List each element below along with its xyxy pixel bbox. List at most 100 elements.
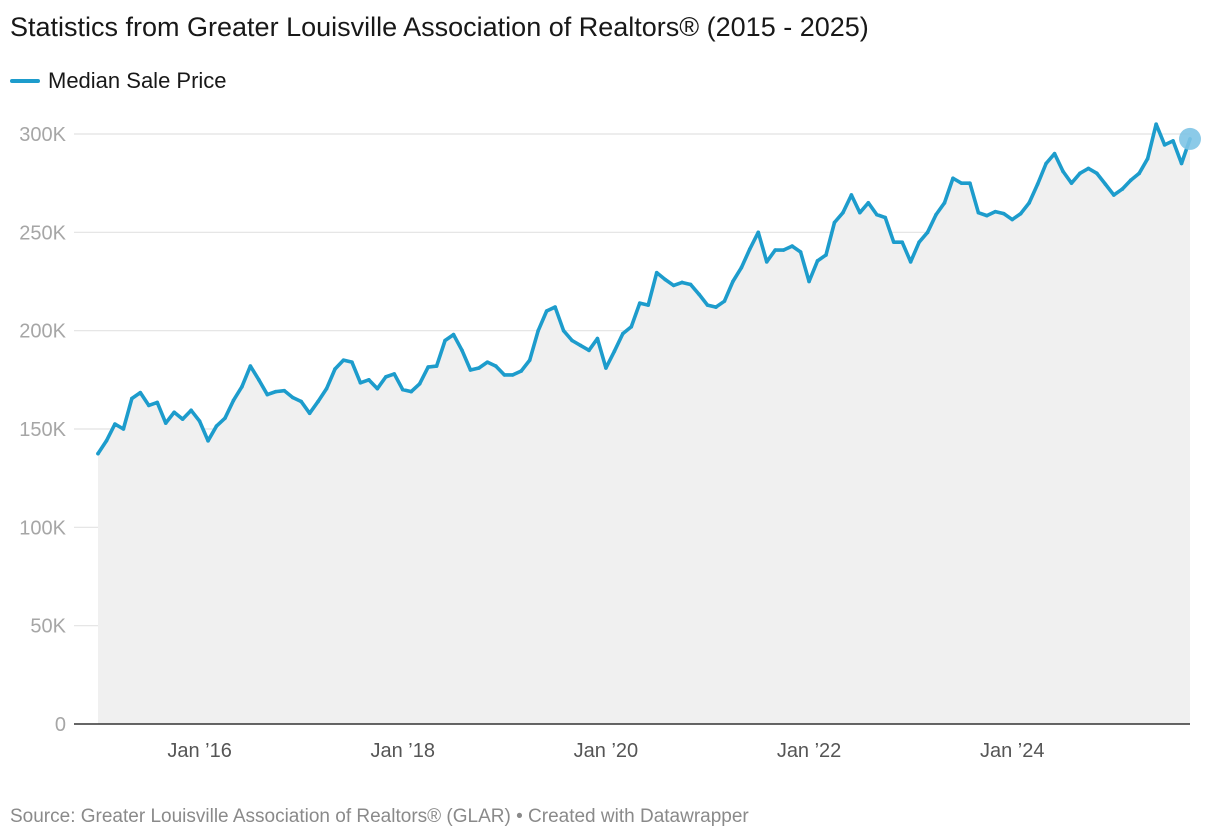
data-point xyxy=(874,212,879,217)
data-point xyxy=(146,403,151,408)
data-point xyxy=(790,244,794,248)
data-points xyxy=(96,122,1192,456)
data-point xyxy=(621,331,625,336)
data-point xyxy=(1035,182,1040,186)
data-point xyxy=(384,375,388,379)
data-point xyxy=(231,398,236,403)
data-point xyxy=(1179,161,1184,166)
legend: Median Sale Price xyxy=(10,66,227,96)
data-point xyxy=(1052,151,1057,156)
data-point xyxy=(1027,201,1031,205)
data-point xyxy=(375,386,380,391)
data-point xyxy=(527,358,532,362)
data-point xyxy=(214,424,219,428)
data-point xyxy=(934,212,938,217)
data-point xyxy=(180,417,185,421)
data-point xyxy=(959,181,964,185)
data-point xyxy=(299,399,303,404)
area-fill xyxy=(98,124,1190,725)
data-point xyxy=(815,259,820,263)
data-point xyxy=(553,305,557,309)
data-point xyxy=(917,240,921,244)
data-point xyxy=(1103,182,1108,186)
data-point xyxy=(392,372,397,376)
data-point xyxy=(1095,171,1099,176)
data-point xyxy=(976,210,981,215)
data-point xyxy=(96,451,100,456)
x-tick-label: Jan ’22 xyxy=(777,740,842,762)
data-point xyxy=(1154,122,1158,126)
data-point xyxy=(1001,211,1006,216)
data-point xyxy=(290,395,295,400)
chart-title: Statistics from Greater Louisville Assoc… xyxy=(10,12,869,42)
data-point xyxy=(316,399,320,404)
data-point xyxy=(781,248,786,252)
data-point xyxy=(502,373,507,377)
data-point xyxy=(654,270,659,275)
y-tick-label: 50K xyxy=(30,616,66,638)
data-point xyxy=(739,265,744,270)
data-point xyxy=(1137,171,1142,176)
legend-swatch xyxy=(10,79,40,83)
data-point xyxy=(841,210,845,215)
data-point xyxy=(824,253,828,257)
data-point xyxy=(731,279,735,284)
data-point xyxy=(637,301,642,305)
data-point xyxy=(891,240,896,244)
data-point xyxy=(1145,156,1150,161)
series-line-median-sale-price xyxy=(96,122,1192,456)
data-point xyxy=(477,366,481,370)
data-point xyxy=(426,365,430,369)
y-tick-label: 250K xyxy=(19,222,66,244)
data-point xyxy=(832,220,837,225)
data-point xyxy=(604,366,608,370)
data-point xyxy=(773,248,778,252)
data-point xyxy=(265,392,270,397)
data-point xyxy=(807,279,811,284)
x-tick-label: Jan ’18 xyxy=(370,740,435,762)
y-axis-labels: 0 50K 100K 150K 200K 250K 300K xyxy=(19,124,66,736)
data-point xyxy=(189,408,193,413)
data-point xyxy=(434,364,439,368)
data-point xyxy=(595,336,600,341)
data-point xyxy=(1120,187,1125,191)
data-point xyxy=(756,230,761,235)
x-axis-labels: Jan ’16 Jan ’18 Jan ’20 Jan ’22 Jan ’24 xyxy=(167,740,1044,762)
data-point xyxy=(172,410,176,415)
y-tick-label: 300K xyxy=(19,124,66,146)
data-point xyxy=(968,181,972,185)
data-point xyxy=(1061,169,1065,174)
data-point xyxy=(519,369,524,373)
data-point xyxy=(409,389,414,394)
data-point xyxy=(1112,193,1116,197)
data-point xyxy=(942,201,947,205)
data-point xyxy=(460,348,464,353)
data-point xyxy=(714,305,718,309)
data-point xyxy=(324,386,329,391)
data-point xyxy=(273,389,278,394)
data-point xyxy=(536,328,540,333)
data-point xyxy=(951,176,955,181)
data-point xyxy=(248,364,253,368)
data-point xyxy=(883,215,888,220)
data-point xyxy=(417,381,422,386)
data-point xyxy=(307,411,312,416)
y-tick-label: 200K xyxy=(19,321,66,343)
y-tick-label: 0 xyxy=(55,714,66,736)
data-point xyxy=(680,280,684,285)
data-point xyxy=(629,324,634,329)
data-point xyxy=(138,390,143,395)
data-point xyxy=(993,209,998,214)
data-point xyxy=(858,210,862,215)
data-point xyxy=(866,201,871,205)
data-point xyxy=(1044,161,1048,166)
data-point xyxy=(612,349,617,354)
data-point xyxy=(104,439,109,443)
data-point xyxy=(705,303,710,307)
data-point xyxy=(257,378,261,382)
data-point xyxy=(663,277,667,282)
data-point xyxy=(722,299,727,303)
data-point xyxy=(240,384,244,389)
data-point xyxy=(1171,139,1175,143)
data-point xyxy=(367,378,371,382)
